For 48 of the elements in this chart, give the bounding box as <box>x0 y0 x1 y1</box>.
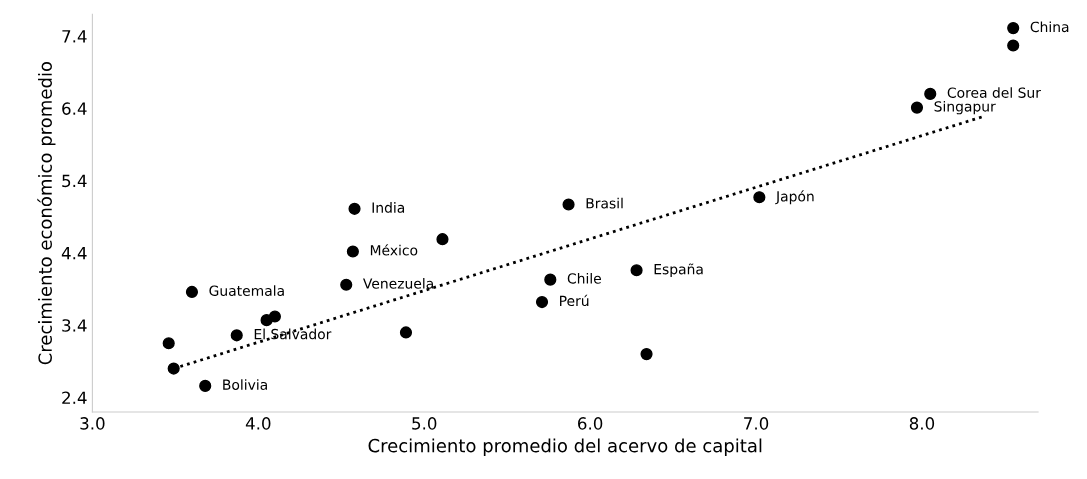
point <box>436 233 449 246</box>
point <box>167 362 180 375</box>
x-axis-title: Crecimiento promedio del acervo de capital <box>368 438 762 456</box>
x-tick-label: 6.0 <box>578 417 603 430</box>
x-tick-label: 4.0 <box>245 417 271 430</box>
point <box>199 379 212 392</box>
x-tick-label: 7.0 <box>744 417 769 430</box>
point <box>268 310 281 323</box>
y-tick-label: 3.4 <box>62 319 87 332</box>
point <box>562 198 575 211</box>
point <box>535 295 549 309</box>
point <box>1007 22 1020 35</box>
annotation: Singapur <box>934 100 996 115</box>
point <box>348 202 361 215</box>
annotation: Corea del Sur <box>947 87 1041 98</box>
annotation: Venezuela <box>363 278 433 289</box>
annotation: Brasil <box>586 197 623 209</box>
x-tick-label: 3.0 <box>80 417 105 430</box>
point <box>185 285 199 299</box>
y-tick-label: 7.4 <box>62 30 87 43</box>
annotation: China <box>1030 21 1069 33</box>
annotation: México <box>370 244 418 256</box>
point <box>544 273 557 286</box>
point <box>399 326 413 339</box>
y-axis-title: Crecimiento económico promedio <box>37 61 56 365</box>
point <box>924 87 937 100</box>
y-tick-label: 5.4 <box>62 174 87 188</box>
annotation: Chile <box>567 272 601 284</box>
point <box>346 245 359 258</box>
y-tick-label: 2.4 <box>62 391 87 404</box>
annotation: Guatemala <box>209 285 284 296</box>
annotation: Bolivia <box>223 379 267 390</box>
annotation: España <box>654 263 703 278</box>
point <box>1007 39 1020 52</box>
x-tick-label: 8.0 <box>909 417 935 430</box>
point <box>230 329 243 342</box>
annotation: Japón <box>775 190 814 205</box>
annotation: Perú <box>560 294 589 307</box>
y-tick-label: 4.4 <box>61 247 87 260</box>
y-tick-label: 6.4 <box>62 102 87 115</box>
point <box>162 337 175 350</box>
point <box>753 191 766 204</box>
point <box>640 348 653 361</box>
point <box>630 264 643 277</box>
annotation: India <box>372 202 405 213</box>
point <box>910 101 924 114</box>
point <box>340 278 353 291</box>
x-tick-label: 5.0 <box>412 417 437 430</box>
